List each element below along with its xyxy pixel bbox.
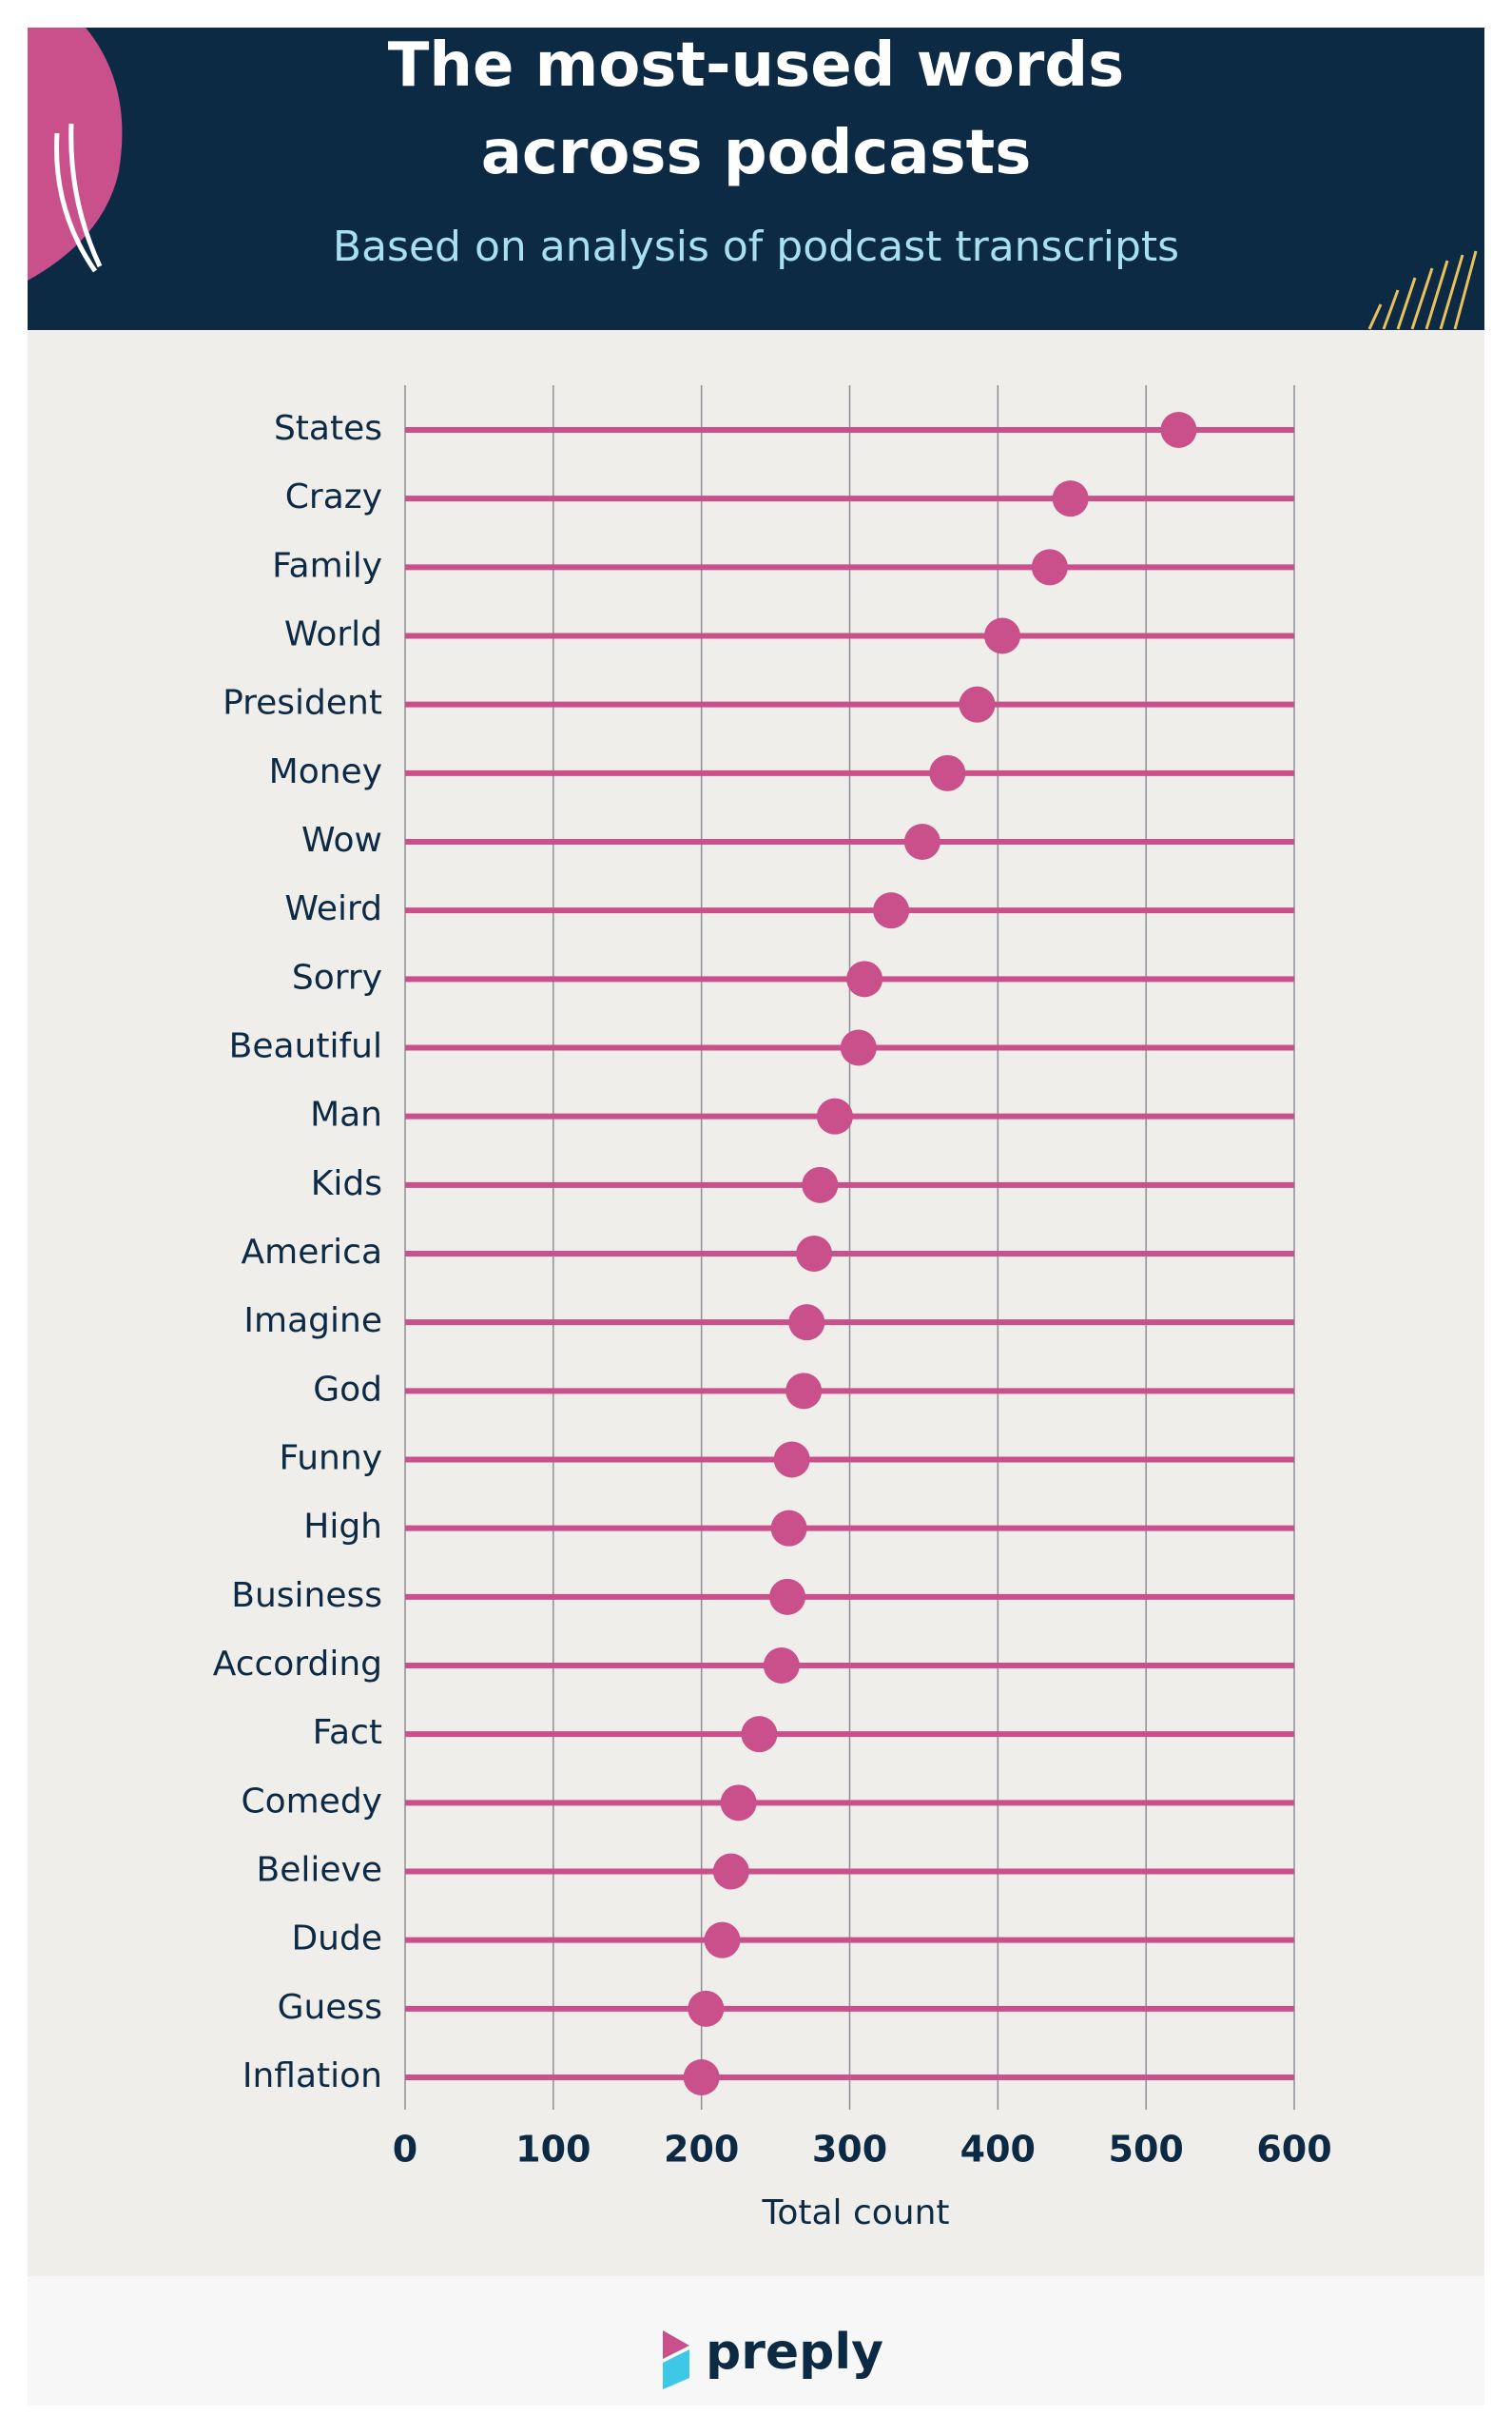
y-tick-label: Inflation xyxy=(242,2056,382,2095)
chart-title: The most-used words across podcasts xyxy=(388,30,1125,188)
x-tick-label: 400 xyxy=(960,2129,1036,2171)
y-tick-label: Fact xyxy=(313,1713,382,1752)
dot xyxy=(683,2059,720,2095)
dot xyxy=(802,1166,839,1203)
y-tick-label: Family xyxy=(272,546,382,585)
y-tick-label: Money xyxy=(269,752,382,791)
dot xyxy=(796,1236,833,1272)
decoration-blob xyxy=(28,28,123,281)
dot xyxy=(785,1373,823,1410)
y-tick-label: Comedy xyxy=(241,1782,382,1821)
dot xyxy=(773,1441,810,1478)
dot xyxy=(903,824,940,860)
dot xyxy=(770,1510,807,1547)
brand-logo: preply xyxy=(706,2324,883,2381)
dot xyxy=(763,1647,800,1684)
dot xyxy=(846,961,883,998)
y-tick-label: Man xyxy=(310,1096,382,1135)
x-tick-label: 200 xyxy=(664,2129,739,2171)
y-tick-label: Sorry xyxy=(292,958,382,997)
logo-icon-top xyxy=(663,2330,689,2359)
dot xyxy=(1031,549,1068,586)
dot xyxy=(712,1853,749,1890)
y-tick-label: America xyxy=(242,1233,383,1272)
dot xyxy=(929,754,966,791)
y-tick-label: Beautiful xyxy=(229,1027,382,1066)
y-tick-label: Crazy xyxy=(285,477,382,516)
x-tick-label: 300 xyxy=(812,2129,887,2171)
decoration-curves xyxy=(54,123,103,273)
y-tick-label: Kids xyxy=(311,1164,382,1203)
y-tick-label: States xyxy=(274,409,382,448)
dot xyxy=(688,1990,725,2027)
logo-icon-bottom xyxy=(663,2349,689,2389)
dot xyxy=(959,686,996,723)
y-tick-label: Business xyxy=(231,1576,382,1615)
x-tick-label: 500 xyxy=(1109,2129,1184,2171)
dot xyxy=(1052,480,1089,517)
y-tick-label: President xyxy=(223,684,382,723)
y-tick-label: Believe xyxy=(257,1851,382,1890)
chart-subtitle: Based on analysis of podcast transcripts xyxy=(333,223,1179,271)
decoration-lines xyxy=(1367,250,1478,330)
x-tick-label: 100 xyxy=(515,2129,591,2171)
dot xyxy=(704,1921,741,1958)
y-tick-label: Funny xyxy=(280,1439,383,1478)
dot xyxy=(788,1304,825,1341)
dot xyxy=(769,1578,806,1615)
y-tick-label: Imagine xyxy=(243,1301,382,1340)
x-axis-label: Total count xyxy=(761,2193,949,2232)
y-tick-label: Wow xyxy=(301,821,382,860)
dot xyxy=(873,892,910,929)
header-bg xyxy=(28,28,1484,330)
x-tick-label: 0 xyxy=(393,2129,417,2171)
y-tick-label: Dude xyxy=(291,1919,382,1958)
dot xyxy=(840,1029,877,1066)
footer-bg xyxy=(28,2276,1484,2406)
dot xyxy=(1160,412,1197,448)
y-tick-label: According xyxy=(213,1645,382,1684)
y-tick-label: High xyxy=(303,1508,382,1547)
y-tick-label: Weird xyxy=(284,889,382,928)
dot xyxy=(720,1784,757,1821)
y-tick-label: Guess xyxy=(278,1988,382,2027)
plot-bg xyxy=(28,330,1484,2276)
dot xyxy=(816,1098,853,1135)
dot xyxy=(984,617,1021,654)
x-tick-label: 600 xyxy=(1256,2129,1331,2171)
y-tick-label: God xyxy=(313,1370,382,1409)
dot xyxy=(741,1716,778,1753)
y-tick-label: World xyxy=(284,615,382,654)
